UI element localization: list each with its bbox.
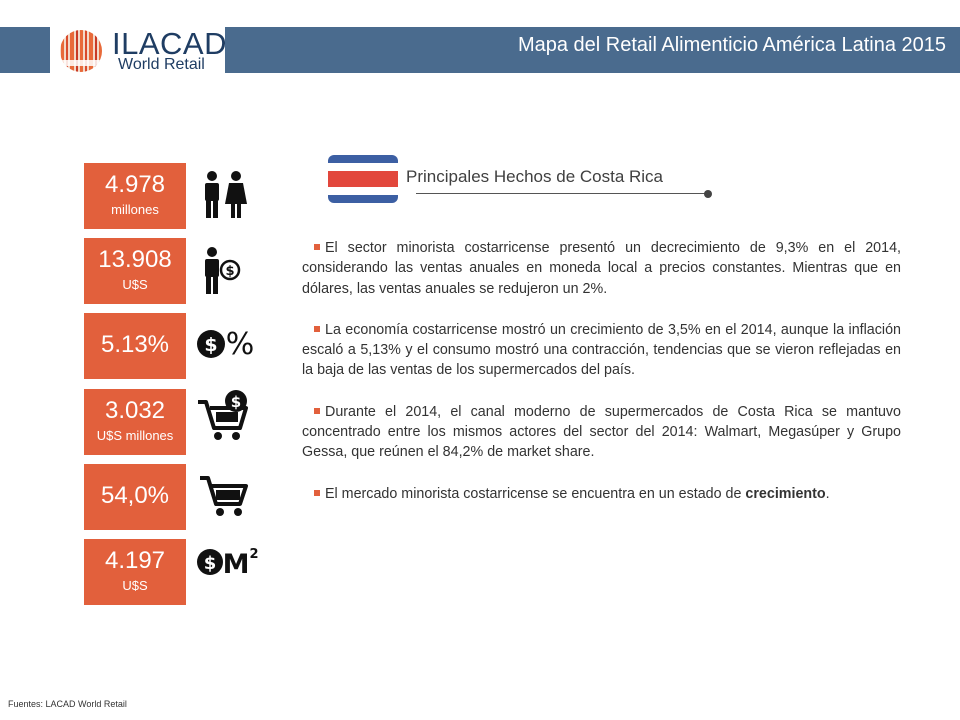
section-divider — [416, 193, 708, 194]
stat-value: 4.197 — [104, 547, 166, 574]
svg-text:2: 2 — [249, 547, 258, 562]
cart-dollar-icon: $ — [198, 390, 248, 440]
stat-income: 13.908 U$S — [84, 238, 186, 304]
fact-emphasis: crecimiento — [745, 485, 826, 502]
stat-retail-sales: 3.032 U$S millones — [84, 389, 186, 455]
svg-text:$: $ — [204, 334, 217, 356]
stat-value: 13.908 — [98, 246, 172, 273]
bullet-icon — [314, 244, 320, 251]
logo-barcode-icon — [60, 30, 102, 72]
costa-rica-flag-icon — [328, 155, 398, 203]
people-icon — [205, 171, 247, 218]
stat-unit: U$S — [122, 578, 148, 593]
stat-unit: U$S — [122, 277, 148, 292]
stat-unit: millones — [111, 202, 159, 217]
logo-title: ILACAD — [112, 26, 227, 61]
stat-value: 3.032 — [104, 397, 166, 424]
bullet-icon — [314, 408, 320, 414]
section-divider-dot — [704, 190, 712, 198]
svg-text:$: $ — [231, 393, 241, 411]
fact-item: El sector minorista costarricense presen… — [302, 240, 901, 297]
svg-text:%: % — [226, 327, 255, 362]
stat-value: 54,0% — [100, 482, 170, 509]
stat-value: 4.978 — [104, 171, 166, 198]
dollar-m2-icon: $ M 2 — [197, 547, 259, 580]
bullet-icon — [314, 326, 320, 333]
svg-text:M: M — [223, 549, 250, 580]
cart-icon — [200, 476, 248, 516]
source-note: Fuentes: LACAD World Retail — [8, 699, 127, 709]
section-title: Principales Hechos de Costa Rica — [406, 167, 664, 186]
stat-sales-per-m2: 4.197 U$S — [84, 539, 186, 605]
stat-value: 5.13% — [100, 331, 170, 358]
fact-item: El mercado minorista costarricense se en… — [302, 484, 901, 504]
fact-item: La economía costarricense mostró un crec… — [302, 321, 901, 379]
page-title: Mapa del Retail Alimenticio América Lati… — [517, 34, 946, 56]
bullet-icon — [314, 489, 320, 496]
svg-text:$: $ — [204, 553, 217, 574]
fact-item: Durante el 2014, el canal moderno de sup… — [302, 403, 901, 461]
stat-inflation: 5.13% — [84, 313, 186, 379]
facts-list: El sector minorista costarricense presen… — [302, 238, 901, 504]
logo-subtitle: World Retail — [118, 56, 205, 73]
stat-market-share: 54,0% — [84, 464, 186, 530]
person-money-icon: $ — [205, 247, 241, 294]
logo: ILACAD World Retail — [50, 22, 227, 78]
stat-unit: U$S millones — [96, 428, 174, 443]
svg-text:$: $ — [225, 264, 234, 279]
dollar-percent-icon: $ % — [197, 327, 255, 362]
stat-population: 4.978 millones — [84, 163, 186, 229]
